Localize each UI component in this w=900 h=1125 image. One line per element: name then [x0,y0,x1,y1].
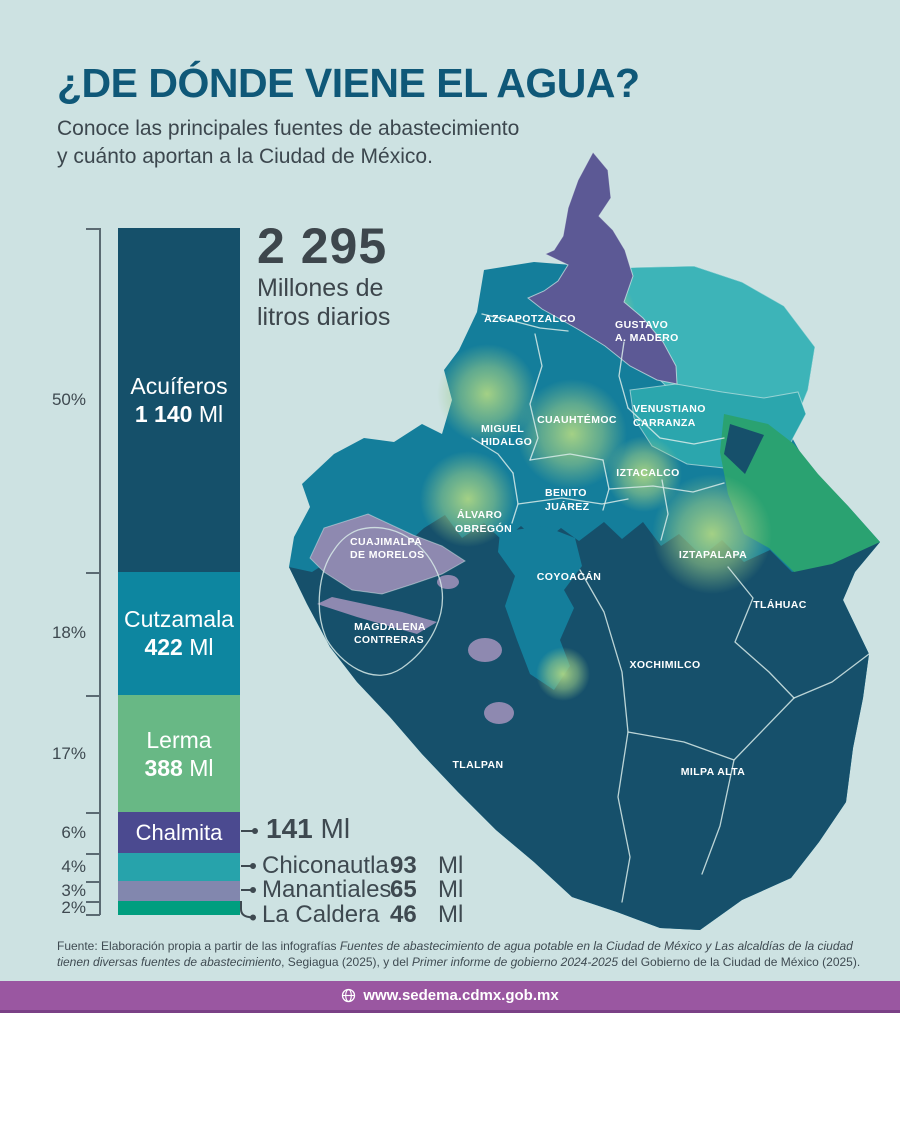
map-label-magdalena: MAGDALENA [354,621,426,633]
footer: CIUDAD DE MÉXICO CAPITAL DE LA TRANSFORM… [0,1013,900,1125]
cdmx-map: AZCAPOTZALCO GUSTAVO A. MADERO MIGUEL HI… [289,151,880,930]
map-label-hidalgo: HIDALGO [481,436,532,448]
total-unit: Millones de litros diarios [257,274,391,331]
map-label-venustiano: VENUSTIANO [633,403,706,415]
page-subtitle: Conoce las principales fuentes de abaste… [57,115,519,171]
map-purple-spike [527,151,678,385]
map-label-cuajimalpa: CUAJIMALPA [350,536,422,548]
map-label-iztacalco: IZTACALCO [616,467,679,479]
callout-elbow-la-caldera [240,901,256,921]
total-volume: 2 295 Millones de litros diarios [257,220,390,332]
map-label-milpa-alta: MILPA ALTA [681,766,745,778]
callout-chalmita-value: 141 Ml [266,813,351,844]
map-label-carranza: CARRANZA [633,417,696,429]
map-purple-patch-3 [437,575,459,589]
callout-la-caldera: La Caldera 46 Ml [262,901,464,928]
total-value: 2 295 [257,218,388,274]
callout-chiconautla: Chiconautla 93 Ml [262,852,464,879]
map-label-iztapalapa: IZTAPALAPA [679,549,747,561]
page-title: ¿DE DÓNDE VIENE EL AGUA? [57,60,640,106]
map-label-miguel: MIGUEL [481,423,524,435]
map-purple-patch-2 [484,702,514,724]
bar-segment-manantiales [118,880,240,902]
subtitle-line-2: y cuánto aportan a la Ciudad de México. [57,145,433,168]
bar-segment-chiconautla [118,853,240,881]
pct-label-acuiferos: 50% [51,389,86,409]
green-blob-iztacalco [606,436,682,512]
map-purple-patch-1 [468,638,502,662]
green-blob-iztapalapa [652,474,772,594]
pct-label-chalmita: 6% [61,822,86,842]
callout-dot-manantiales [250,887,256,893]
callout-dot-chiconautla [250,863,256,869]
green-blob-benito-juarez [517,379,627,489]
website-band: www.sedema.cdmx.gob.mx [0,981,900,1013]
pct-label-manantiales: 3% [61,880,86,900]
source-note: Fuente: Elaboración propia a partir de l… [57,939,861,969]
pct-label-cutzamala: 18% [51,623,86,643]
bar-segment-la-caldera [118,901,240,915]
map-label-tlalpan: TLALPAN [452,759,503,771]
callout-line-manantiales [241,889,252,891]
callout-manantiales: Manantiales 65 Ml [262,876,464,903]
globe-icon [342,988,356,1003]
pct-label-la-caldera: 2% [61,898,86,918]
callout-dot-chalmita [252,828,258,834]
pct-label-lerma: 17% [51,743,86,763]
map-label-de-morelos: DE MORELOS [350,549,425,561]
map-navy-wedge [724,424,764,474]
bar-segment-lerma: Lerma 388 Ml [118,695,240,812]
map-label-tlahuac: TLÁHUAC [753,598,807,611]
map-label-juarez: JUÁREZ [545,500,590,513]
map-region-south [289,515,880,930]
map-label-cuauhtemoc: CUAUHTÉMOC [537,413,617,426]
map-label-azcapotzalco: AZCAPOTZALCO [484,313,576,325]
green-blob-alvaro-obregon [420,451,516,547]
map-label-benito: BENITO [545,487,587,499]
map-label-alvaro: ÁLVARO [457,508,502,521]
green-blob-miguel-hidalgo [437,344,537,444]
map-borders [318,313,870,903]
callout-line-chiconautla [241,865,252,867]
map-label-gustavo: GUSTAVO [615,319,668,331]
callout-line-chalmita [241,830,254,832]
map-label-obregon: OBREGÓN [455,522,512,535]
pct-label-chiconautla: 4% [61,856,86,876]
subtitle-line-1: Conoce las principales fuentes de abaste… [57,117,520,140]
map-label-coyoacan: COYOACÁN [537,570,601,583]
bar-segment-chalmita: Chalmita [118,811,240,854]
stacked-bar-chart: Acuíferos 1 140 Ml Cutzamala 422 Ml Lerm… [118,228,240,915]
map-purple-streak-1 [317,597,437,634]
map-label-xochimilco: XOCHIMILCO [629,659,700,671]
bar-segment-acuiferos: Acuíferos 1 140 Ml [118,228,240,572]
website-url: www.sedema.cdmx.gob.mx [363,987,559,1004]
map-label-contreras: CONTRERAS [354,634,424,646]
bar-segment-cutzamala: Cutzamala 422 Ml [118,571,240,696]
bar-axis [99,228,101,915]
map-label-a-madero: A. MADERO [615,332,679,344]
green-blob-xochimilco [536,647,590,701]
